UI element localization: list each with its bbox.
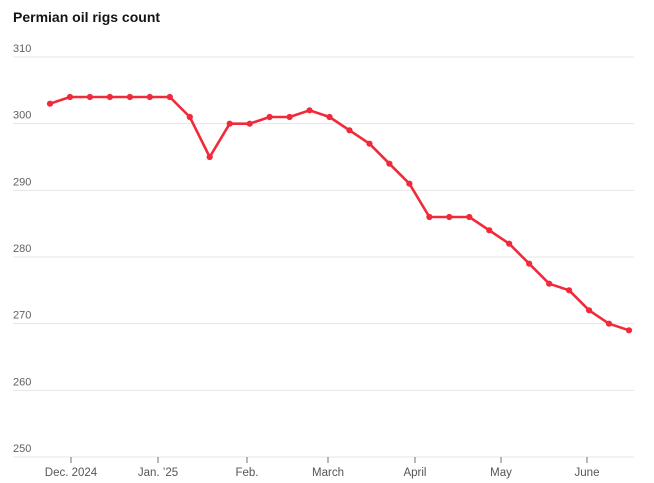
- data-point: [625, 327, 633, 334]
- data-point: [286, 113, 293, 121]
- x-axis-tick-label: Jan. ’25: [138, 467, 178, 479]
- data-point: [306, 107, 313, 114]
- data-point: [546, 280, 553, 287]
- data-point: [446, 213, 453, 221]
- data-point: [366, 140, 373, 147]
- data-point: [46, 100, 54, 107]
- x-axis-tick-label: March: [312, 467, 344, 479]
- data-point: [386, 160, 393, 167]
- data-point: [126, 93, 133, 101]
- data-point: [186, 113, 193, 121]
- data-point: [566, 287, 573, 294]
- data-point: [506, 240, 513, 247]
- chart-title: Permian oil rigs count: [13, 9, 161, 25]
- y-axis-tick-label: 280: [13, 243, 31, 255]
- data-point: [586, 307, 593, 314]
- data-point: [466, 213, 473, 221]
- data-point: [326, 113, 333, 121]
- data-point: [266, 113, 273, 121]
- data-point: [146, 93, 153, 101]
- data-point: [406, 180, 413, 187]
- y-axis-tick-label: 310: [13, 43, 31, 55]
- y-axis-tick-label: 290: [13, 176, 31, 188]
- data-line: [48, 95, 631, 332]
- data-point: [526, 260, 533, 267]
- data-point: [605, 320, 613, 327]
- y-axis-tick-label: 300: [13, 110, 31, 122]
- y-axis-tick-label: 250: [13, 443, 31, 455]
- data-point: [226, 120, 233, 127]
- data-point: [66, 93, 74, 101]
- y-axis-tick-label: 270: [13, 310, 31, 322]
- data-point: [426, 213, 433, 221]
- x-axis-tick-label: April: [403, 467, 426, 479]
- y-axis-tick-label: 260: [13, 376, 31, 388]
- data-point: [166, 93, 173, 101]
- data-point: [206, 153, 213, 161]
- x-axis-tick-label: May: [490, 467, 512, 479]
- data-point: [106, 93, 113, 101]
- x-axis-tick-label: Feb.: [235, 467, 258, 479]
- data-point: [246, 120, 253, 127]
- x-axis-tick-label: June: [575, 467, 600, 479]
- x-axis-tick-label: Dec. 2024: [45, 467, 98, 479]
- data-point: [486, 227, 493, 234]
- data-point: [86, 93, 93, 101]
- data-point: [346, 127, 353, 134]
